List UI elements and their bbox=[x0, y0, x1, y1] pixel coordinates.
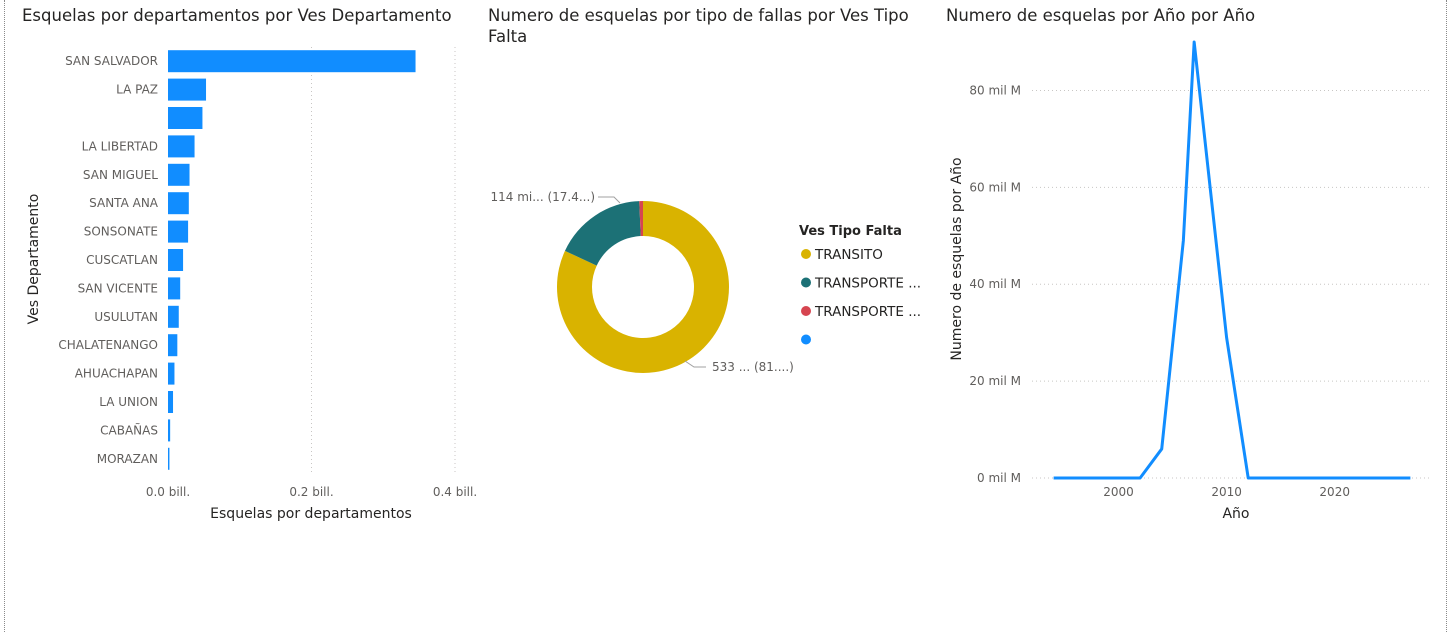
line-y-tick-label: 0 mil M bbox=[977, 471, 1021, 485]
bar[interactable] bbox=[168, 447, 170, 470]
bar[interactable] bbox=[168, 305, 179, 328]
bar-category-label: MORAZAN bbox=[97, 452, 158, 466]
report-canvas bbox=[4, 0, 1447, 632]
donut-slice[interactable] bbox=[639, 201, 643, 237]
bar[interactable] bbox=[168, 334, 178, 357]
bar-x-tick-label: 0.2 bill. bbox=[289, 485, 333, 499]
bar-category-label: SAN VICENTE bbox=[78, 281, 158, 295]
bar-y-axis-title: Ves Departamento bbox=[26, 194, 42, 325]
line-y-tick-label: 60 mil M bbox=[969, 180, 1021, 194]
line-series[interactable] bbox=[1053, 40, 1411, 480]
bar-category-label: CUSCATLAN bbox=[86, 253, 158, 267]
donut-data-label: 533 ... (81....) bbox=[712, 360, 794, 374]
bar[interactable] bbox=[168, 391, 174, 413]
line-x-tick-label: 2010 bbox=[1211, 485, 1242, 499]
bar-category-label: SANTA ANA bbox=[89, 196, 159, 210]
line-y-tick-label: 80 mil M bbox=[969, 83, 1021, 97]
line-y-axis-title: Numero de esquelas por Año bbox=[949, 157, 965, 360]
donut-data-label: 114 mi... (17.4...) bbox=[490, 190, 595, 204]
bar-chart-visual[interactable]: Esquelas por departamentos por Ves Depar… bbox=[0, 0, 480, 540]
bar[interactable] bbox=[168, 362, 175, 385]
donut-leader-line bbox=[598, 196, 621, 204]
bar-x-tick-label: 0.0 bill. bbox=[146, 485, 190, 499]
donut-chart-svg: 114 mi... (17.4...) 533 ... (81....) Ves T… bbox=[490, 190, 921, 374]
bar[interactable] bbox=[168, 277, 181, 300]
bar-category-label: LA PAZ bbox=[116, 83, 158, 97]
line-chart-title: Numero de esquelas por Año por Año bbox=[946, 6, 1256, 25]
bar[interactable] bbox=[168, 220, 189, 243]
donut-slice[interactable] bbox=[564, 201, 641, 266]
bar-x-axis-title: Esquelas por departamentos bbox=[210, 506, 412, 522]
bar-category-label: LA UNION bbox=[99, 395, 158, 409]
donut-chart-title: Numero de esquelas por tipo de fallas po… bbox=[488, 6, 909, 46]
legend-marker[interactable] bbox=[801, 249, 811, 259]
donut-chart-visual[interactable]: Numero de esquelas por tipo de fallas po… bbox=[480, 0, 940, 540]
bar[interactable] bbox=[168, 419, 171, 442]
bar-category-label: USULUTAN bbox=[94, 310, 158, 324]
donut-legend-title: Ves Tipo Falta bbox=[799, 224, 902, 239]
legend-marker[interactable] bbox=[801, 306, 811, 316]
legend-item-label[interactable]: TRANSPORTE ... bbox=[814, 304, 921, 320]
donut-slice[interactable] bbox=[557, 201, 729, 373]
legend-item-label[interactable]: TRANSITO bbox=[814, 247, 883, 263]
bar-category-label: SAN SALVADOR bbox=[65, 54, 158, 68]
line-chart-visual[interactable]: Numero de esquelas por Año por Año 0 mil… bbox=[940, 0, 1445, 540]
line-x-axis-title: Año bbox=[1222, 506, 1249, 522]
bar-category-label: CABAÑAS bbox=[100, 422, 158, 437]
bar[interactable] bbox=[168, 192, 189, 215]
bar[interactable] bbox=[168, 50, 416, 73]
donut-leader-line bbox=[684, 360, 706, 368]
line-x-tick-label: 2000 bbox=[1103, 485, 1134, 499]
bar[interactable] bbox=[168, 78, 207, 101]
bar[interactable] bbox=[168, 163, 190, 186]
line-chart-svg: 0 mil M 20 mil M 40 mil M 60 mil M 80 mil M 2… bbox=[949, 40, 1432, 522]
bar-category-label: SONSONATE bbox=[84, 225, 158, 239]
legend-item-label[interactable]: TRANSPORTE ... bbox=[814, 276, 921, 292]
line-x-tick-label: 2020 bbox=[1319, 485, 1350, 499]
line-y-tick-label: 20 mil M bbox=[969, 374, 1021, 388]
bar-chart-svg: 0.0 bill. 0.2 bill. 0.4 bill. SAN SALVADOR L… bbox=[26, 47, 477, 522]
bar-x-tick-label: 0.4 bill. bbox=[433, 485, 477, 499]
bar-chart-title: Esquelas por departamentos por Ves Depar… bbox=[22, 6, 452, 25]
bar-category-label: AHUACHAPAN bbox=[75, 367, 158, 381]
bar[interactable] bbox=[168, 107, 203, 129]
bar[interactable] bbox=[168, 135, 195, 158]
bar[interactable] bbox=[168, 249, 184, 271]
bar-category-label: CHALATENANGO bbox=[58, 338, 158, 352]
legend-marker[interactable] bbox=[801, 334, 811, 345]
bar-category-label: LA LIBERTAD bbox=[82, 139, 158, 153]
legend-marker[interactable] bbox=[801, 277, 811, 288]
line-y-tick-label: 40 mil M bbox=[969, 277, 1021, 291]
bar-category-label: SAN MIGUEL bbox=[83, 168, 158, 182]
